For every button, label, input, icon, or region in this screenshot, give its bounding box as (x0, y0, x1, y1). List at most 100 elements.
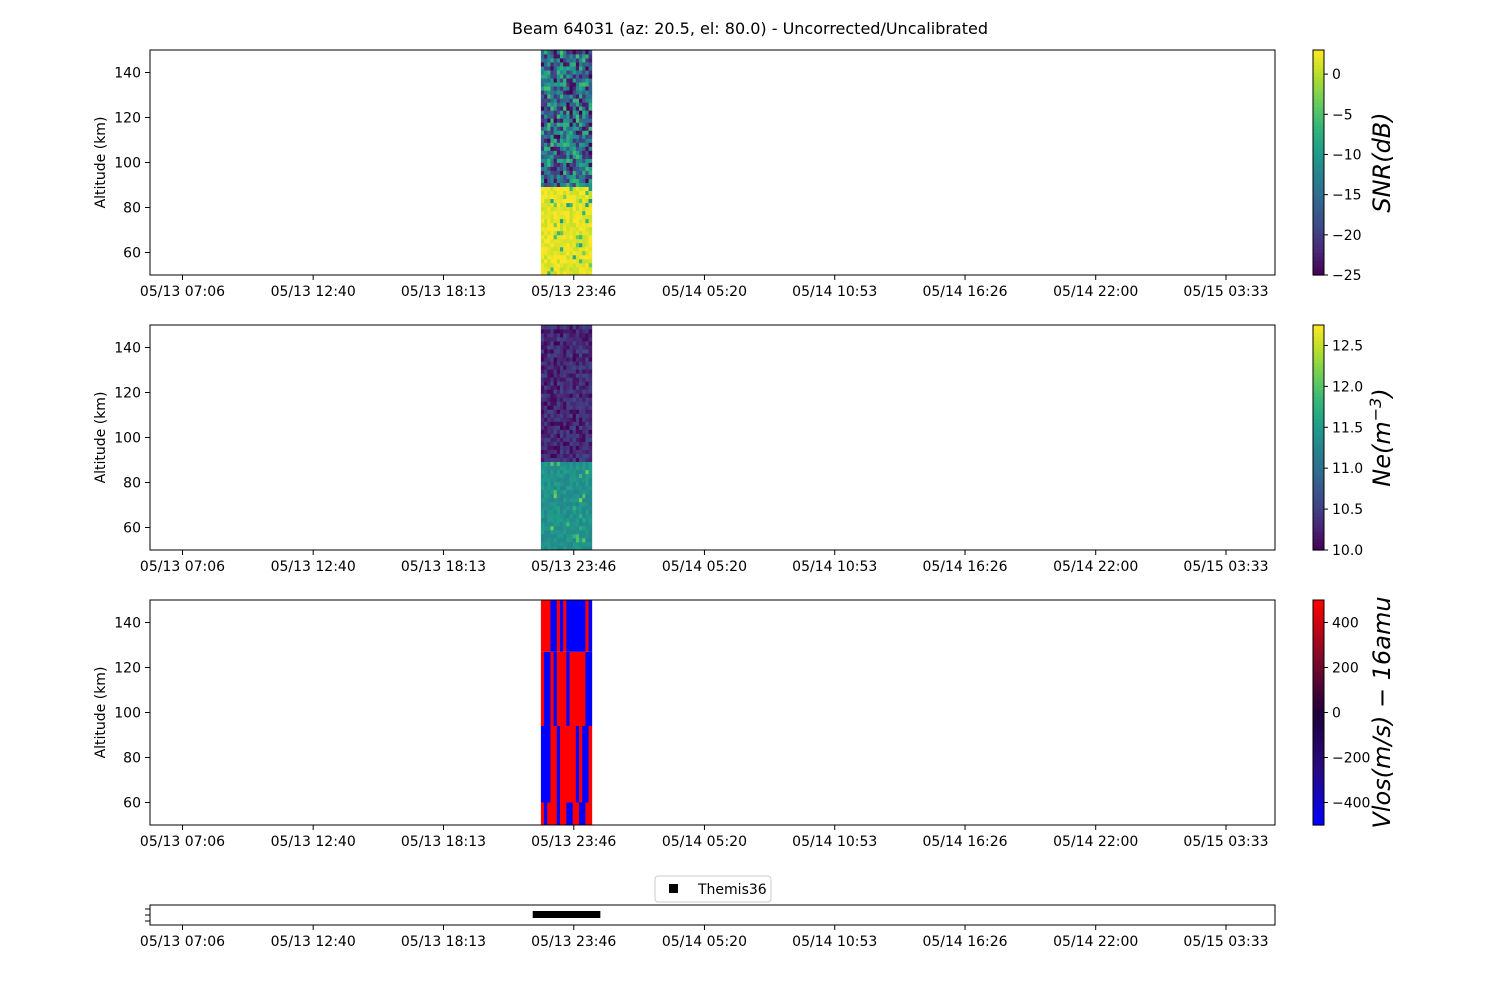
heatmap-cell (582, 329, 586, 334)
panel-1-colorbar-step (1313, 358, 1324, 364)
heatmap-cell (553, 651, 558, 726)
heatmap-cell (579, 481, 583, 487)
heatmap-cell (540, 489, 545, 495)
heatmap-cell (540, 513, 545, 519)
heatmap-cell (566, 142, 570, 147)
heatmap-cell (582, 501, 586, 507)
heatmap-cell (550, 401, 555, 406)
heatmap-cell (569, 329, 574, 334)
heatmap-cell (563, 417, 567, 422)
heatmap-cell (559, 341, 564, 346)
heatmap-cell (582, 74, 586, 79)
heatmap-cell (572, 401, 577, 406)
panel-1-colorbar-step (1313, 328, 1324, 334)
panel-0-colorbar-step (1313, 218, 1324, 224)
heatmap-cell (585, 158, 589, 163)
heatmap-cell (553, 158, 558, 163)
heatmap-cell (559, 198, 564, 204)
panel-1-colorbar-step (1313, 542, 1324, 547)
heatmap-cell (556, 150, 561, 155)
heatmap-cell (559, 154, 564, 159)
heatmap-cell (544, 377, 548, 382)
heatmap-cell (550, 357, 555, 362)
heatmap-cell (585, 246, 589, 252)
heatmap-cell (572, 162, 577, 167)
panel-3-xtick-label-0: 05/13 07:06 (140, 934, 225, 950)
heatmap-cell (556, 361, 561, 366)
heatmap-cell (569, 86, 574, 91)
heatmap-cell (550, 461, 555, 467)
heatmap-cell (585, 50, 589, 55)
heatmap-cell (540, 82, 545, 87)
heatmap-cell (563, 270, 567, 276)
heatmap-cell (588, 453, 593, 458)
heatmap-cell (556, 270, 561, 276)
heatmap-cell (579, 258, 583, 264)
heatmap-cell (550, 726, 555, 803)
heatmap-cell (588, 262, 593, 268)
heatmap-cell (563, 262, 567, 268)
heatmap-cell (553, 441, 558, 446)
heatmap-cell (588, 465, 593, 471)
panel-1-colorbar-step (1313, 366, 1324, 371)
heatmap-cell (550, 333, 555, 338)
heatmap-cell (582, 397, 586, 402)
heatmap-cell (579, 162, 583, 167)
heatmap-cell (550, 421, 555, 426)
heatmap-cell (556, 146, 561, 151)
heatmap-cell (566, 90, 570, 95)
panel-1-colorbar-step (1313, 415, 1324, 420)
heatmap-cell (547, 477, 551, 483)
heatmap-cell (563, 393, 567, 398)
heatmap-cell (544, 357, 548, 362)
heatmap-cell (540, 441, 545, 446)
heatmap-cell (588, 445, 593, 450)
heatmap-cell (588, 258, 593, 264)
panel-0-colorbar-step (1313, 177, 1324, 182)
heatmap-cell (588, 357, 593, 362)
heatmap-cell (588, 337, 593, 342)
heatmap-cell (556, 381, 561, 386)
panel-1-colorbar-step (1313, 460, 1324, 465)
panel-1-colorbar-step (1313, 385, 1324, 390)
heatmap-cell (540, 206, 545, 212)
heatmap-cell (566, 70, 570, 75)
heatmap-cell (575, 373, 580, 378)
heatmap-cell (563, 66, 567, 71)
heatmap-cell (572, 86, 577, 91)
heatmap-cell (566, 329, 570, 334)
heatmap-cell (544, 413, 548, 418)
heatmap-cell (556, 349, 561, 354)
heatmap-cell (559, 166, 564, 171)
heatmap-cell (588, 218, 593, 224)
heatmap-cell (553, 373, 558, 378)
heatmap-cell (579, 489, 583, 495)
heatmap-cell (569, 62, 574, 67)
heatmap-cell (575, 74, 580, 79)
heatmap-cell (544, 158, 548, 163)
panel-2-colorbar-step (1313, 772, 1324, 777)
panel-2-colorbar-step (1313, 705, 1324, 710)
heatmap-cell (563, 174, 567, 179)
heatmap-cell (563, 250, 567, 256)
heatmap-cell (553, 126, 558, 131)
heatmap-cell (585, 266, 589, 272)
heatmap-cell (572, 114, 577, 119)
heatmap-cell (579, 194, 583, 200)
heatmap-cell (556, 50, 561, 55)
heatmap-cell (547, 258, 551, 264)
heatmap-cell (579, 246, 583, 252)
heatmap-cell (559, 246, 564, 252)
panel-2-ytick-label-1: 80 (123, 751, 141, 767)
heatmap-cell (572, 210, 577, 216)
heatmap-cell (575, 397, 580, 402)
heatmap-cell (588, 525, 593, 531)
heatmap-cell (575, 473, 580, 479)
heatmap-cell (550, 106, 555, 111)
heatmap-cell (575, 270, 580, 276)
heatmap-cell (566, 365, 570, 370)
heatmap-cell (544, 62, 548, 67)
heatmap-cell (575, 405, 580, 410)
panel-0-colorbar-step (1313, 98, 1324, 104)
heatmap-cell (588, 329, 593, 334)
